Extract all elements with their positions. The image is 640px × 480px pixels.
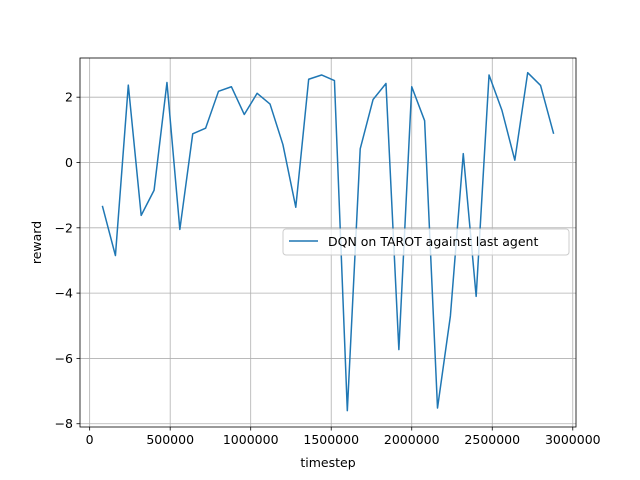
y-axis-label: reward [29,221,44,264]
data-point [179,229,180,230]
data-point [488,74,489,75]
data-point [218,91,219,92]
data-point [553,133,554,134]
y-tick-label: −2 [55,220,73,235]
x-axis-label: timestep [300,455,355,470]
data-point [411,86,412,87]
y-tick-label: 0 [65,155,73,170]
y-tick-label: −8 [55,416,73,431]
data-point [166,82,167,83]
data-point [244,114,245,115]
data-point [308,79,309,80]
y-tick-label: −4 [55,286,73,301]
legend-box [282,228,570,256]
data-point [282,144,283,145]
data-point [141,215,142,216]
data-point [102,206,103,207]
series-layer [101,71,555,412]
data-point [437,407,438,408]
data-point [450,315,451,316]
series-line-dqn [101,71,555,412]
data-point [527,72,528,73]
data-point [153,190,154,191]
x-tick-label: 3000000 [545,432,601,447]
data-point [540,85,541,86]
x-tick-label: 2000000 [384,432,440,447]
data-point [398,349,399,350]
data-point [424,120,425,121]
y-tick-label: 2 [65,90,73,105]
data-point [385,83,386,84]
data-point [231,86,232,87]
plot-area-frame [79,57,577,428]
data-point [347,410,348,411]
x-axis-ticks: 0 500000 1000000 1500000 2000000 2500000 30000… [86,427,601,447]
data-point [192,133,193,134]
data-point [463,153,464,154]
y-tick-label: −6 [55,351,73,366]
data-point [295,207,296,208]
x-tick-label: 1500000 [303,432,359,447]
x-tick-label: 0 [86,432,94,447]
data-point [334,80,335,81]
data-point [476,296,477,297]
data-point [128,85,129,86]
data-point [269,103,270,104]
data-point [514,160,515,161]
data-point [372,99,373,100]
data-point [501,110,502,111]
x-tick-label: 2500000 [464,432,520,447]
data-point [360,148,361,149]
x-tick-label: 500000 [146,432,194,447]
data-point [205,128,206,129]
legend-label-dqn: DQN on TAROT against last agent [328,234,538,249]
data-point [115,255,116,256]
legend: DQN on TAROT against last agent [282,228,570,256]
x-tick-label: 1000000 [223,432,279,447]
y-axis-ticks: −8 −6 −4 −2 0 2 [55,90,80,431]
data-point [321,74,322,75]
data-point [257,93,258,94]
